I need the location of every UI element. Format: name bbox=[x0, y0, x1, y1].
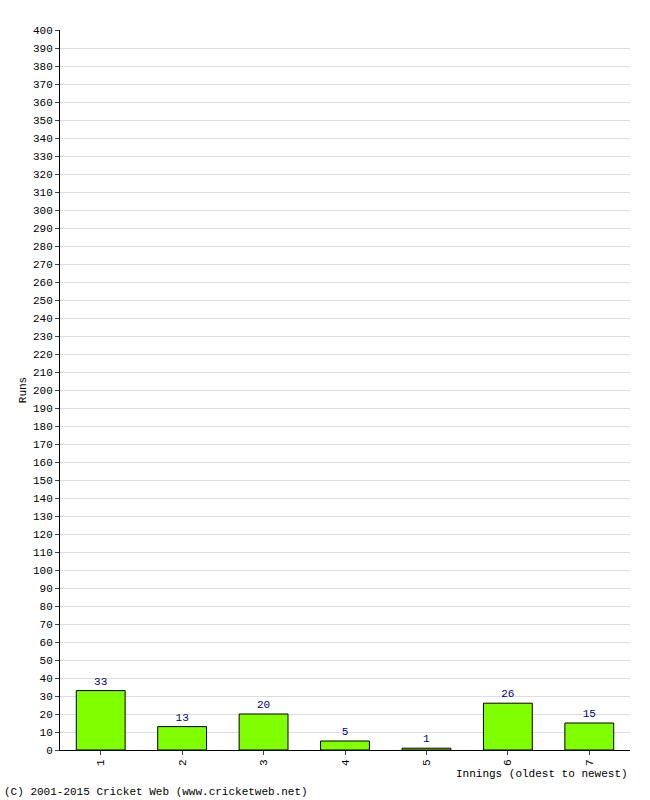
svg-text:6: 6 bbox=[502, 759, 514, 766]
svg-text:13: 13 bbox=[176, 712, 189, 724]
svg-text:5: 5 bbox=[342, 726, 349, 738]
svg-text:170: 170 bbox=[33, 439, 53, 451]
svg-text:7: 7 bbox=[584, 759, 596, 766]
svg-text:60: 60 bbox=[40, 637, 53, 649]
svg-text:20: 20 bbox=[257, 699, 270, 711]
svg-text:15: 15 bbox=[583, 708, 596, 720]
svg-text:20: 20 bbox=[40, 709, 53, 721]
svg-text:370: 370 bbox=[33, 79, 53, 91]
svg-text:110: 110 bbox=[33, 547, 53, 559]
svg-text:0: 0 bbox=[46, 745, 53, 757]
svg-text:180: 180 bbox=[33, 421, 53, 433]
svg-text:400: 400 bbox=[33, 25, 53, 37]
svg-text:160: 160 bbox=[33, 457, 53, 469]
svg-text:360: 360 bbox=[33, 97, 53, 109]
svg-text:200: 200 bbox=[33, 385, 53, 397]
svg-text:2: 2 bbox=[177, 759, 189, 766]
svg-text:350: 350 bbox=[33, 115, 53, 127]
svg-text:1: 1 bbox=[423, 733, 430, 745]
svg-text:90: 90 bbox=[40, 583, 53, 595]
svg-text:Runs: Runs bbox=[17, 377, 29, 403]
svg-text:390: 390 bbox=[33, 43, 53, 55]
svg-text:240: 240 bbox=[33, 313, 53, 325]
svg-text:40: 40 bbox=[40, 673, 53, 685]
svg-text:210: 210 bbox=[33, 367, 53, 379]
svg-text:33: 33 bbox=[94, 676, 107, 688]
svg-text:130: 130 bbox=[33, 511, 53, 523]
svg-text:26: 26 bbox=[501, 688, 514, 700]
svg-text:340: 340 bbox=[33, 133, 53, 145]
svg-text:100: 100 bbox=[33, 565, 53, 577]
svg-text:190: 190 bbox=[33, 403, 53, 415]
svg-text:320: 320 bbox=[33, 169, 53, 181]
svg-text:280: 280 bbox=[33, 241, 53, 253]
svg-text:290: 290 bbox=[33, 223, 53, 235]
svg-text:150: 150 bbox=[33, 475, 53, 487]
svg-text:230: 230 bbox=[33, 331, 53, 343]
svg-text:310: 310 bbox=[33, 187, 53, 199]
svg-text:250: 250 bbox=[33, 295, 53, 307]
svg-text:(C) 2001-2015 Cricket Web (www: (C) 2001-2015 Cricket Web (www.cricketwe… bbox=[4, 786, 308, 798]
svg-text:10: 10 bbox=[40, 727, 53, 739]
svg-text:220: 220 bbox=[33, 349, 53, 361]
svg-text:1: 1 bbox=[95, 759, 107, 766]
svg-text:5: 5 bbox=[421, 759, 433, 766]
svg-text:3: 3 bbox=[258, 759, 270, 766]
svg-text:140: 140 bbox=[33, 493, 53, 505]
svg-text:30: 30 bbox=[40, 691, 53, 703]
svg-text:330: 330 bbox=[33, 151, 53, 163]
svg-text:4: 4 bbox=[340, 759, 352, 766]
svg-text:80: 80 bbox=[40, 601, 53, 613]
svg-text:50: 50 bbox=[40, 655, 53, 667]
svg-text:380: 380 bbox=[33, 61, 53, 73]
svg-text:70: 70 bbox=[40, 619, 53, 631]
svg-text:Innings (oldest to newest): Innings (oldest to newest) bbox=[456, 768, 628, 780]
svg-text:270: 270 bbox=[33, 259, 53, 271]
svg-text:260: 260 bbox=[33, 277, 53, 289]
svg-text:120: 120 bbox=[33, 529, 53, 541]
svg-text:300: 300 bbox=[33, 205, 53, 217]
